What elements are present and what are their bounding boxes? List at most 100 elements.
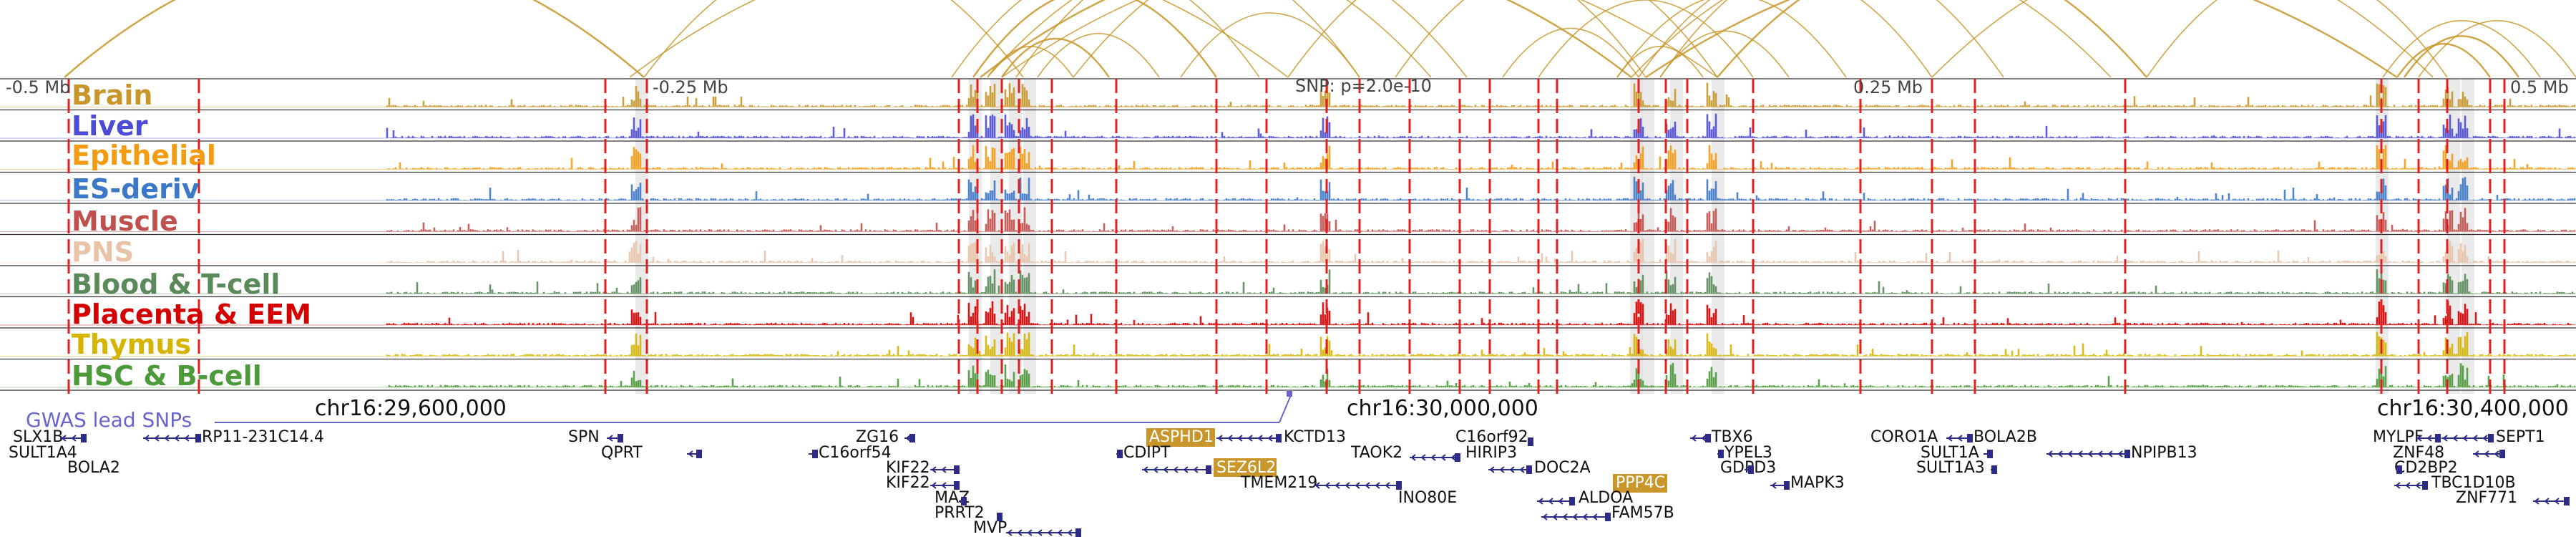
gene-strand-arrow [1335,482,1340,489]
gene-coro1a: CORO1A [1870,428,1938,446]
gene-exon [1605,513,1611,521]
gene-strand-arrow [1375,482,1380,489]
gene-zg16: ZG16 [856,428,899,446]
loop-arc [2418,20,2576,78]
gene-exon [1987,450,1993,458]
loop-arc [1287,0,1646,78]
gene-strand-arrow [1548,498,1553,505]
gene-strand-arrow [1430,454,1436,461]
gene-mylpf: MYLPF [2373,428,2424,446]
gene-strand-arrow [688,450,693,458]
gene-npipb13: NPIPB13 [2131,444,2197,462]
gene-tmem219: TMEM219 [1240,474,1317,492]
gene-strand-arrow [1217,435,1223,442]
gene-strand-arrow [164,435,170,442]
track-label-brain: Brain [72,79,152,111]
gene-strand-arrow [1572,513,1578,521]
gwas-label: GWAS lead SNPs [26,408,192,432]
gene-exon [1455,453,1460,462]
loop-arc [1659,30,1790,78]
loop-arc [1616,46,1704,78]
loop-arc [1931,0,2434,78]
loop-arc [64,0,645,78]
gene-annotations: SLX1B RP11-231C14.4 SPN ZG16 ASPHD1 KCTD… [9,428,2570,537]
track-label-epithelial: Epithelial [72,140,216,171]
track-label-blood-tcell: Blood & T-cell [72,268,280,300]
gene-sept1: SEPT1 [2496,428,2545,446]
highlight-column [1670,79,1683,394]
gene-sez6l2: SEZ6L2 [1216,459,1276,477]
gene-exon [2124,450,2130,458]
highlight-column [1630,79,1643,394]
gene-strand-arrow [1771,482,1777,489]
gene-exon [1526,465,1532,474]
gene-ypel3: YPEL3 [1724,444,1772,462]
gene-exon [1206,465,1211,474]
loop-arc [1616,0,1847,78]
gene-strand-arrow [1314,482,1320,489]
gene-strand-arrow [1558,498,1563,505]
signal-tracks [0,78,2576,391]
gene-strand-arrow [1227,435,1233,442]
gene-exon [909,434,915,442]
gene-strand-arrow [61,435,67,442]
gene-strand-arrow [1237,435,1243,442]
highlight-column [1023,79,1036,394]
gene-highlight-asphd1 [1146,428,1215,447]
gene-exon [997,513,1002,521]
gene-strand-arrow [931,482,937,489]
loop-arc [987,0,1432,78]
signal-brain [0,82,2576,107]
gene-rp11-231c14: RP11-231C14.4 [202,428,324,446]
gene-strand-arrow [1153,466,1158,473]
signal-placenta-eem [0,301,2576,326]
gene-strand-arrow [1420,454,1426,461]
gene-c16orf54: C16orf54 [819,444,892,462]
gene-exon [2435,434,2441,442]
coord-29600000: chr16:29,600,000 [315,396,507,421]
highlight-column [990,79,1003,394]
gene-strand-arrow [1450,454,1456,461]
gene-highlight-sez6l2 [1214,458,1277,477]
ruler-label-025mb: 0.25 Mb [1853,77,1923,97]
gene-bola2: BOLA2 [67,459,120,477]
loop-arc [980,0,1632,78]
gene-exon [954,481,960,490]
ruler-label-05mb: 0.5 Mb [2510,77,2569,97]
gene-strand-arrow [1067,529,1073,536]
gene-strand-arrow [1509,466,1515,473]
gene-taok2: TAOK2 [1350,444,1402,462]
gene-exon [1569,497,1575,505]
loop-arc [1717,0,2147,78]
gene-strand-arrow [2087,450,2093,458]
gene-slx1b: SLX1B [13,428,63,446]
gene-strand-arrow [1499,466,1505,473]
gene-strand-arrow [184,435,190,442]
gene-exon [954,465,960,474]
gene-strand-arrow [2077,450,2083,458]
signal-pns [0,238,2576,263]
loop-arc [951,0,1260,78]
gene-exon [1075,528,1081,537]
gene-strand-arrow [1947,435,1953,442]
gene-exon [81,434,87,442]
track-label-muscle: Muscle [72,205,178,237]
gene-strand-arrow [2405,482,2411,489]
gene-strand-arrow [1257,435,1263,442]
gene-tbc1d10b: TBC1D10B [2431,474,2516,492]
gene-strand-arrow [2452,435,2458,442]
loop-arc [1180,12,1360,78]
signal-muscle [0,207,2576,232]
gene-strand-arrow [174,435,180,442]
gene-strand-arrow [1538,498,1543,505]
gene-exon [961,497,967,505]
gene-strand-arrow [2474,450,2479,458]
gene-exon [1718,450,1724,458]
ruler-label-snp: SNP: p=2.0e-10 [1295,76,1432,96]
gene-strand-arrow [2067,450,2073,458]
gwas-track: GWAS lead SNPs [26,391,1292,432]
gene-strand-arrow [931,466,937,473]
gene-strand-arrow [2117,450,2123,458]
gene-ino80e: INO80E [1398,489,1457,507]
gene-znf48: ZNF48 [2393,444,2444,462]
